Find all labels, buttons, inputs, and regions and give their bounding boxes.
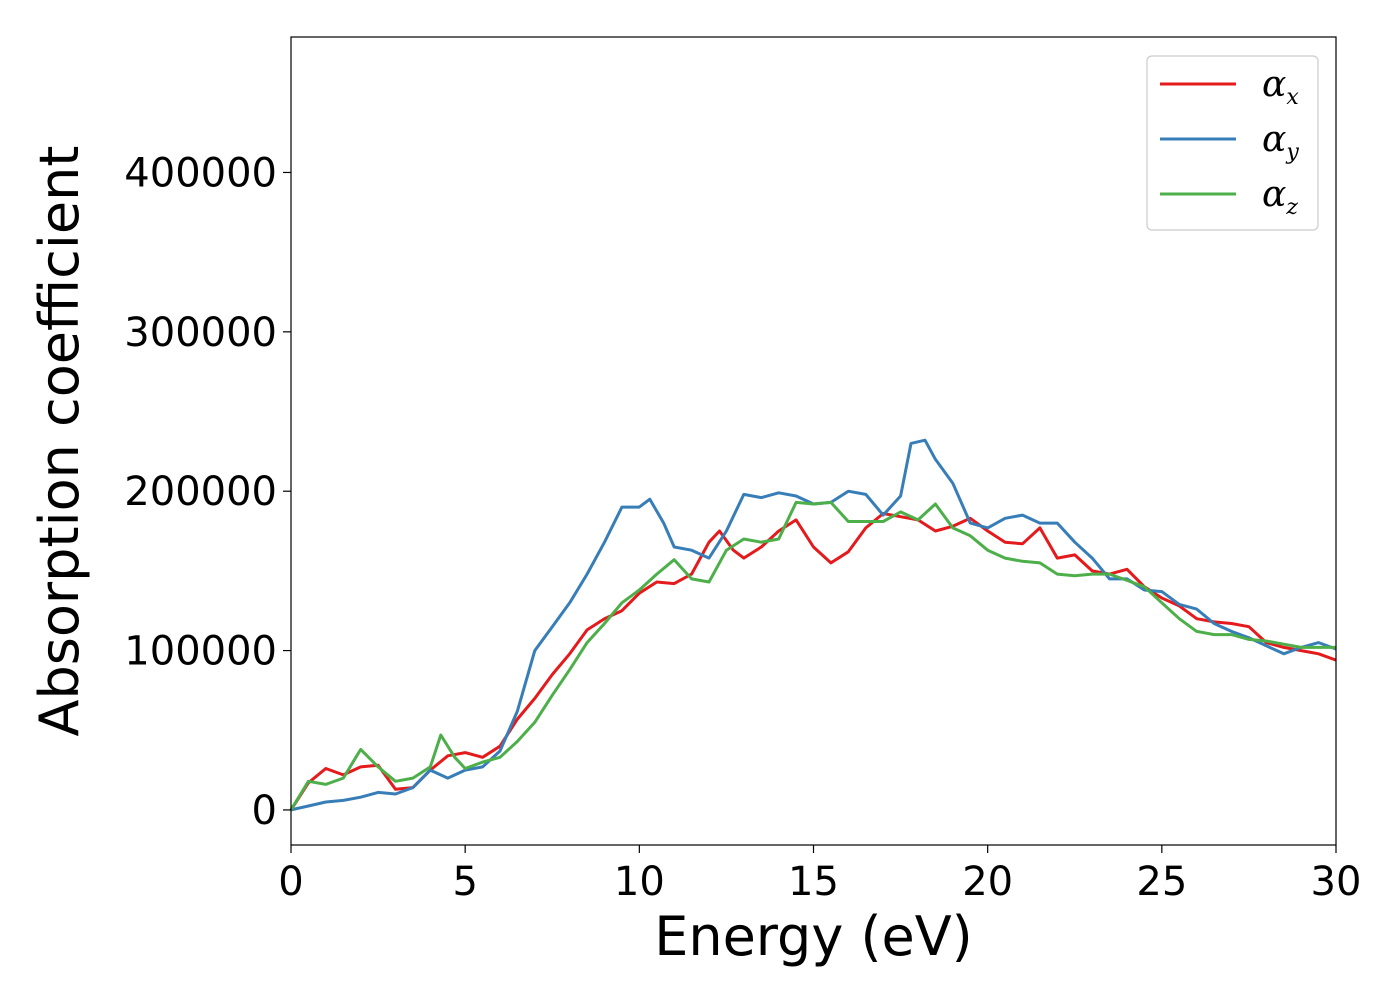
x-axis-ticks: 0 5 10 15 20 25 30 <box>278 845 1361 905</box>
x-tick-label: 30 <box>1311 859 1362 905</box>
x-tick-label: 10 <box>614 859 665 905</box>
y-tick-label: 400000 <box>124 150 277 196</box>
y-tick-label: 100000 <box>124 629 277 675</box>
x-tick-label: 5 <box>452 859 477 905</box>
series-line-alpha-x <box>289 512 1337 811</box>
y-axis-label: Absorption coefficient <box>28 146 91 737</box>
series-line-alpha-z <box>289 500 1336 811</box>
legend: αx αy αz <box>1146 55 1319 231</box>
x-tick-label: 25 <box>1136 859 1187 905</box>
legend-label-alpha-y: αy <box>1262 119 1299 165</box>
x-axis-label: Energy (eV) <box>654 905 973 968</box>
y-tick-label: 200000 <box>124 469 277 515</box>
y-tick-label: 0 <box>252 788 277 834</box>
x-tick-label: 0 <box>278 859 303 905</box>
legend-label-alpha-z: αz <box>1262 174 1298 220</box>
legend-box <box>1146 55 1319 231</box>
y-axis-ticks: 0 100000 200000 300000 400000 <box>124 150 291 834</box>
legend-label-alpha-x: αx <box>1262 64 1299 110</box>
x-tick-label: 15 <box>788 859 839 905</box>
x-tick-label: 20 <box>962 859 1013 905</box>
y-tick-label: 300000 <box>124 310 277 356</box>
plot-lines <box>289 438 1337 812</box>
